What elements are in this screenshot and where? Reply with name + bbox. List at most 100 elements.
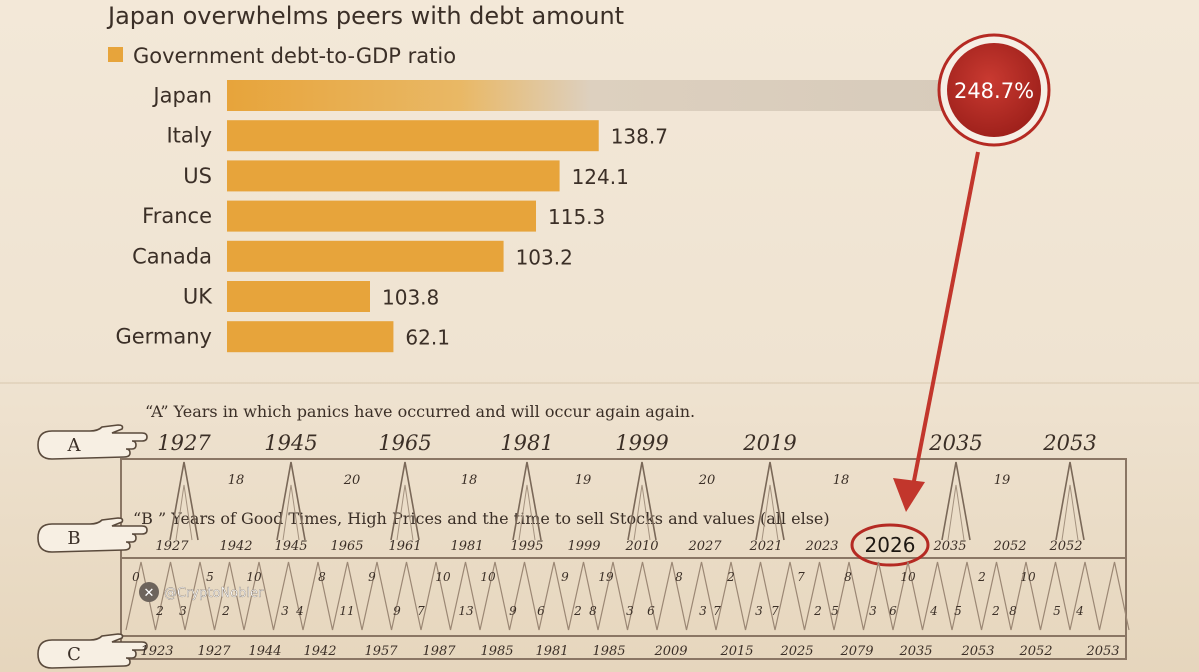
bar-uk — [227, 281, 370, 312]
b-year: 2027 — [687, 539, 722, 554]
b-year: 2010 — [624, 539, 658, 554]
b-year: 2023 — [804, 539, 838, 554]
a-peak-1981 — [512, 461, 542, 541]
small-number-bottom: 8 — [1009, 604, 1017, 618]
a-interval: 19 — [575, 473, 592, 488]
a-year-1999: 1999 — [615, 431, 668, 455]
small-number-bottom: 9 — [393, 604, 401, 618]
a-year-2053: 2053 — [1042, 431, 1096, 455]
row-marker-a-hand-icon — [37, 424, 148, 460]
c-year: 2025 — [779, 644, 813, 659]
a-peak-1945 — [276, 461, 306, 541]
highlight-ring — [850, 523, 930, 567]
c-year: 2009 — [653, 644, 687, 659]
category-label-uk: UK — [183, 285, 213, 309]
small-number-bottom: 6 — [647, 604, 655, 618]
row-marker-b: B — [37, 517, 148, 553]
c-zigzag — [125, 561, 1130, 631]
c-year: 1944 — [248, 644, 281, 659]
category-label-japan: Japan — [151, 84, 212, 108]
arrow-head-icon — [893, 478, 925, 512]
small-number-bottom: 8 — [589, 604, 597, 618]
c-year: 2053 — [1085, 644, 1119, 659]
b-year: 1942 — [219, 539, 252, 554]
a-interval: 18 — [461, 473, 478, 488]
small-number-bottom: 3 — [699, 604, 707, 618]
small-number-bottom: 3 — [755, 604, 763, 618]
b-year: 1965 — [330, 539, 363, 554]
value-label-germany: 62.1 — [405, 326, 450, 350]
small-number-bottom: 6 — [537, 604, 545, 618]
small-number-top: 8 — [844, 570, 852, 584]
small-number-top: 2 — [726, 570, 735, 584]
a-peak-inner-1945 — [282, 484, 300, 541]
callout-layer: 248.7% — [937, 33, 1051, 147]
small-number-top: 8 — [318, 570, 326, 584]
a-peak-1965 — [390, 461, 420, 541]
b-year: 2052 — [992, 539, 1026, 554]
row-marker-b-letter: B — [67, 528, 80, 549]
small-number-bottom: 3 — [626, 604, 634, 618]
callout-arrow — [911, 151, 980, 487]
small-number-top: 7 — [797, 570, 805, 584]
a-peak-2035 — [941, 461, 971, 541]
a-peak-inner-2053 — [1061, 484, 1079, 541]
c-year: 2035 — [898, 644, 932, 659]
category-label-france: France — [142, 204, 212, 228]
small-number-top: 10 — [1020, 570, 1036, 584]
category-label-germany: Germany — [115, 325, 212, 349]
c-year: 2052 — [1018, 644, 1052, 659]
a-peak-inner-1965 — [396, 484, 414, 541]
small-number-bottom: 6 — [889, 604, 897, 618]
value-label-japan: 248.7% — [954, 79, 1034, 103]
category-label-canada: Canada — [132, 244, 212, 268]
a-interval: 20 — [698, 473, 716, 488]
small-number-bottom: 5 — [1053, 604, 1061, 618]
small-number-top: 5 — [206, 570, 214, 584]
category-label-us: US — [183, 164, 212, 188]
small-number-bottom: 2 — [155, 604, 164, 618]
bar-us — [227, 160, 560, 192]
b-year: 1961 — [388, 539, 421, 554]
small-number-top: 8 — [675, 570, 683, 584]
small-number-bottom: 7 — [771, 604, 779, 618]
small-number-bottom: 4 — [929, 604, 938, 618]
legend-swatch — [108, 47, 123, 62]
a-peak-inner-1981 — [518, 484, 536, 541]
small-number-bottom: 4 — [1075, 604, 1084, 618]
a-interval: 18 — [228, 473, 245, 488]
bar-italy — [227, 120, 599, 152]
value-label-us: 124.1 — [572, 165, 629, 189]
small-number-bottom: 11 — [339, 604, 354, 618]
value-label-italy: 138.7 — [611, 125, 668, 149]
x-logo-glyph: ✕ — [144, 586, 155, 601]
c-year: 1942 — [303, 644, 336, 659]
small-number-top: 10 — [480, 570, 496, 584]
bar-layer: Japan Italy 138.7 US 124.1 France 115.3 Canada 1… — [115, 80, 955, 353]
b-year: 1981 — [450, 539, 483, 554]
small-number-bottom: 2 — [991, 604, 1000, 618]
small-number-bottom: 2 — [221, 604, 230, 618]
small-number-top: 10 — [900, 570, 916, 584]
small-number-bottom: 3 — [869, 604, 877, 618]
small-number-top: 2 — [977, 570, 986, 584]
watermark: ✕ @CryptoNobler — [139, 582, 264, 602]
small-number-top: 19 — [598, 570, 614, 584]
small-number-bottom: 3 — [281, 604, 289, 618]
small-number-bottom: 2 — [573, 604, 582, 618]
a-interval: 20 — [343, 473, 361, 488]
value-label-canada: 103.2 — [516, 245, 573, 269]
small-number-bottom: 7 — [417, 604, 425, 618]
a-peak-1927 — [169, 461, 199, 541]
small-number-top: 9 — [561, 570, 569, 584]
small-number-bottom: 3 — [179, 604, 187, 618]
a-interval: 19 — [994, 473, 1011, 488]
small-number-bottom: 5 — [831, 604, 839, 618]
c-year: 1957 — [364, 644, 398, 659]
b-year: 2021 — [748, 539, 782, 554]
c-year: 1987 — [422, 644, 456, 659]
row-marker-a-letter: A — [67, 435, 82, 456]
c-year: 2053 — [960, 644, 994, 659]
a-peak-inner-1999 — [633, 484, 651, 541]
